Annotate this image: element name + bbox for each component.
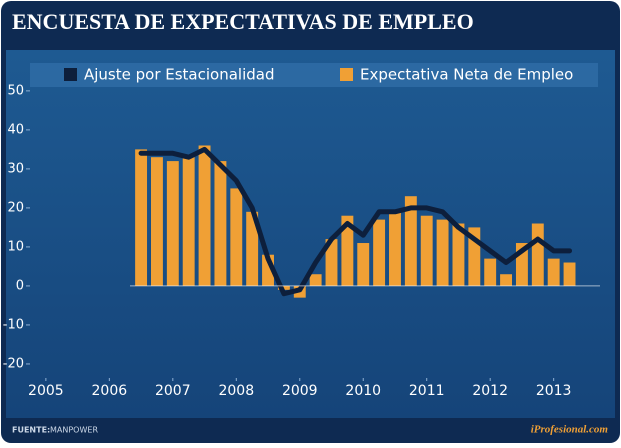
- source: MANPOWER: [50, 426, 98, 435]
- bar: [404, 196, 417, 286]
- bar: [182, 157, 195, 286]
- bar: [357, 243, 370, 286]
- y-tick-label: -10: [3, 317, 24, 332]
- source-label: FUENTE:: [12, 426, 50, 435]
- bar: [166, 161, 179, 286]
- y-tick-label: 20: [7, 200, 24, 215]
- legend-swatch: [64, 68, 77, 81]
- x-tick-label: 2007: [155, 383, 191, 399]
- x-tick-label: 2012: [472, 383, 508, 399]
- y-tick-label: 50: [7, 83, 24, 98]
- bar: [230, 188, 243, 286]
- bar: [531, 223, 544, 286]
- x-tick-label: 2010: [345, 383, 381, 399]
- x-tick-label: 2006: [92, 383, 128, 399]
- y-tick-label: 40: [7, 122, 24, 137]
- bar: [309, 274, 322, 286]
- line: [138, 146, 573, 297]
- legend-bar: [30, 63, 598, 87]
- plot-background: [6, 50, 615, 418]
- x-tick-label: 2011: [409, 383, 445, 399]
- y-tick-label: 30: [7, 161, 24, 176]
- bar: [389, 211, 401, 286]
- bar: [547, 258, 560, 286]
- bar: [150, 157, 163, 286]
- legend-label: Expectativa Neta de Empleo: [360, 66, 573, 84]
- x-tick-label: 2009: [282, 383, 318, 399]
- bar: [198, 145, 211, 286]
- x-tick-label: 2008: [218, 383, 254, 399]
- bar: [341, 215, 354, 286]
- bar: [214, 161, 227, 286]
- x-tick-label: 2013: [536, 383, 572, 399]
- bar: [500, 274, 513, 286]
- x-tick-label: 2005: [28, 383, 64, 399]
- bar: [325, 239, 338, 286]
- bar: [515, 243, 528, 286]
- y-tick-label: 10: [7, 239, 24, 254]
- y-tick-label: -20: [3, 356, 24, 371]
- legend-label: Ajuste por Estacionalidad: [84, 66, 275, 84]
- brand: iProfesional.com: [531, 424, 609, 436]
- legend-swatch: [340, 68, 353, 81]
- bar: [563, 262, 576, 286]
- bar: [246, 211, 259, 286]
- bar: [262, 254, 274, 286]
- bar: [468, 227, 481, 286]
- bar: [484, 258, 497, 286]
- bar: [420, 215, 433, 286]
- y-tick-label: 0: [16, 278, 24, 293]
- bar: [135, 149, 148, 286]
- chart-title: ENCUESTA DE EXPECTATIVAS DE EMPLEO: [12, 9, 474, 34]
- bar: [452, 223, 465, 286]
- bar: [436, 219, 449, 286]
- bar: [373, 219, 386, 286]
